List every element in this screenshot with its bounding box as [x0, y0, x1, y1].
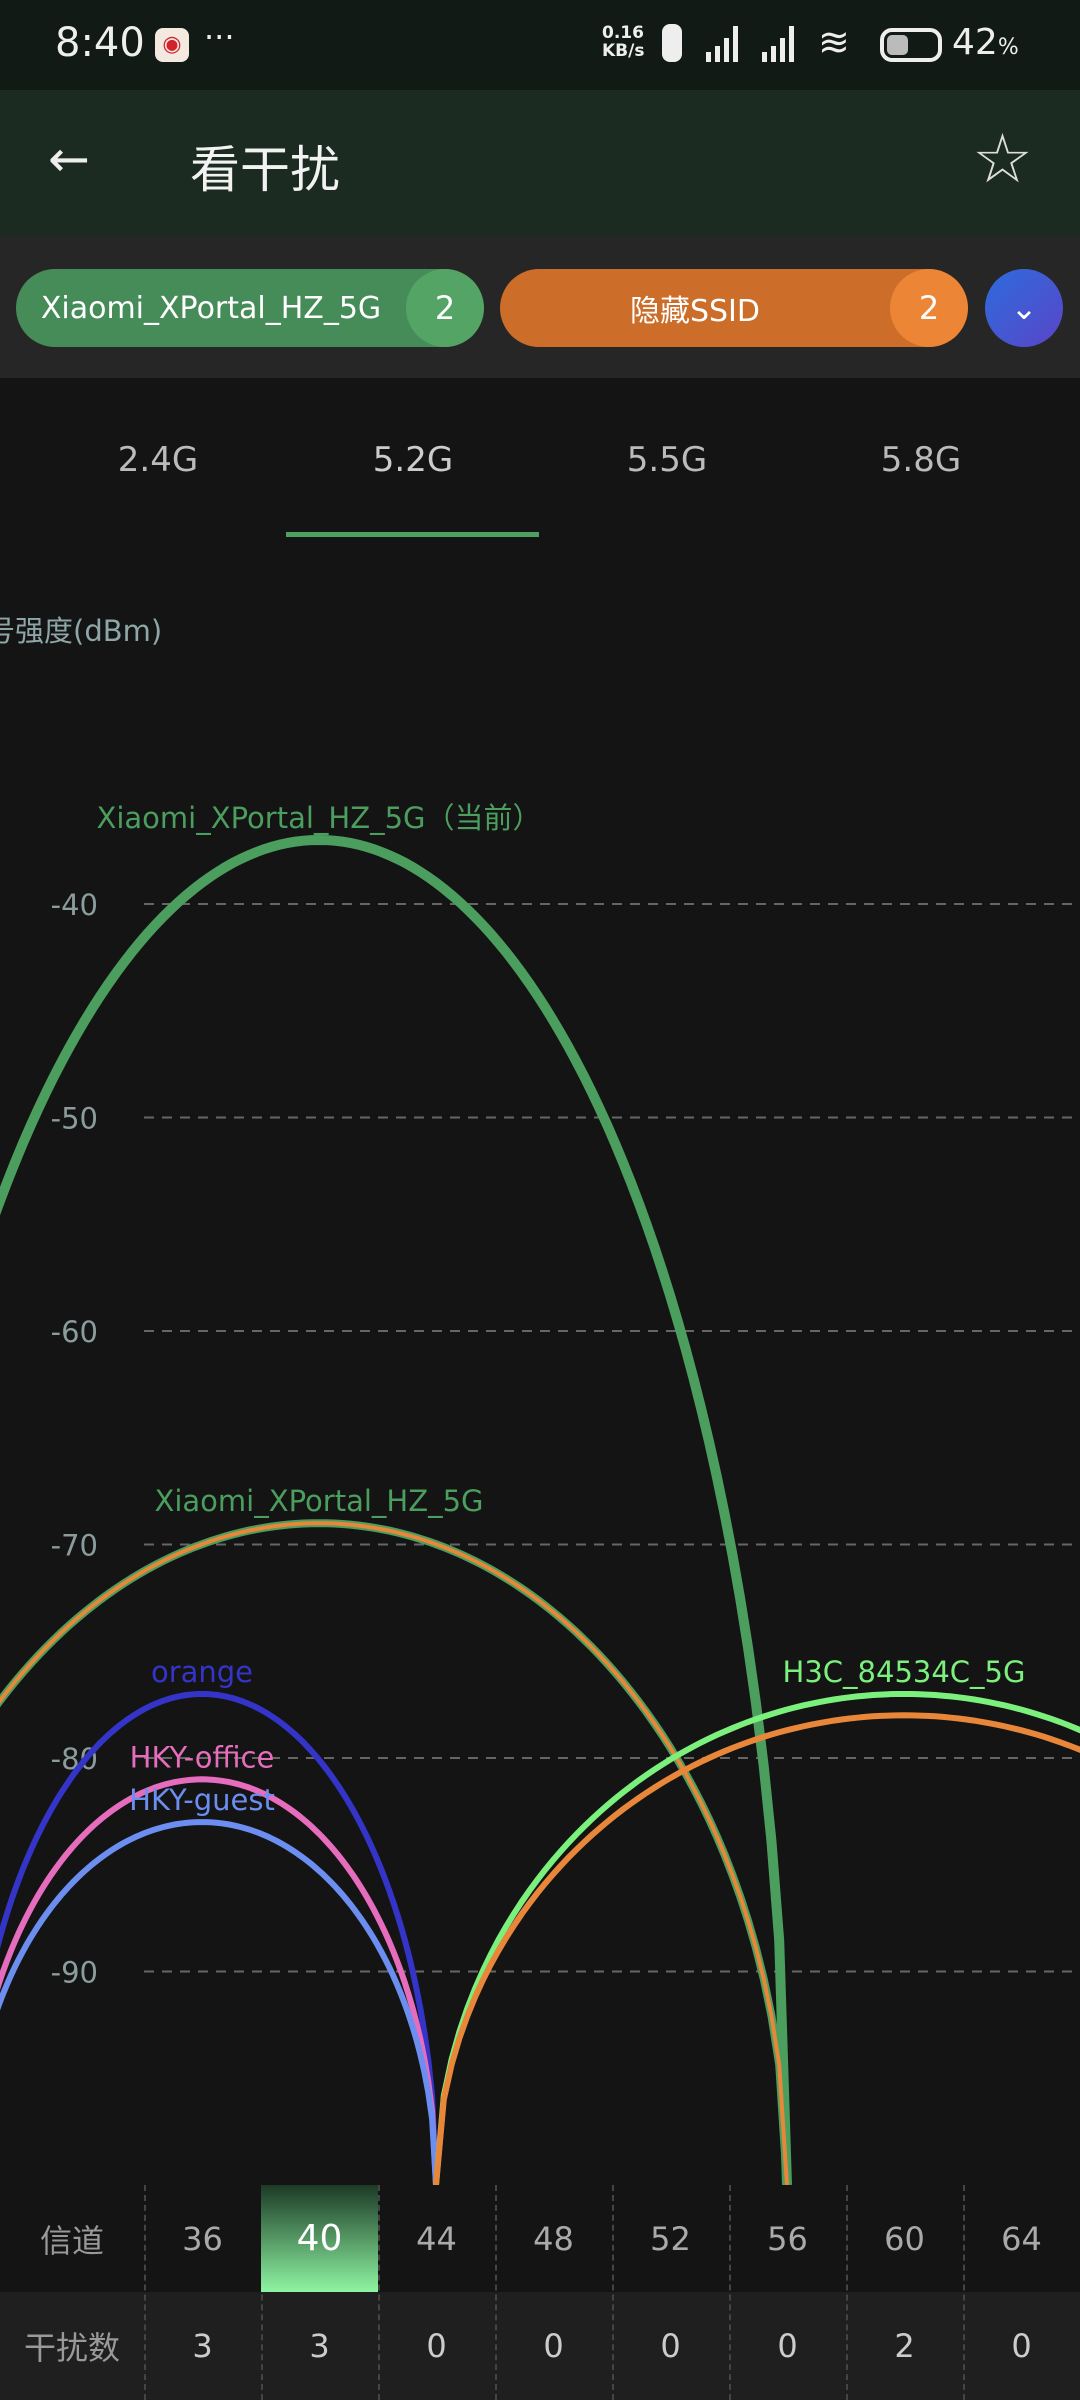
- column-divider: [963, 2185, 965, 2400]
- column-divider: [729, 2185, 731, 2400]
- channel-cell: 56: [767, 2219, 808, 2258]
- tab-5-2g[interactable]: 5.2G: [372, 440, 454, 480]
- tab-2-4g[interactable]: 2.4G: [117, 440, 199, 480]
- net-speed-value: 0.16: [602, 23, 644, 43]
- battery-percent: 42%: [952, 22, 1019, 63]
- interference-count-cell: 0: [777, 2327, 798, 2365]
- more-notifications-icon: ···: [204, 18, 235, 56]
- selected-channel-highlight: [261, 2185, 378, 2292]
- y-tick-label: -50: [51, 1102, 98, 1136]
- channel-row-label: 信道: [39, 2221, 104, 2260]
- channel-cell: 36: [182, 2219, 223, 2258]
- page-title: 看干扰: [190, 141, 340, 199]
- interference-count-cell: 0: [660, 2327, 681, 2365]
- column-divider: [144, 2185, 146, 2400]
- channel-cell: 48: [533, 2219, 574, 2258]
- series-curve: [0, 1519, 791, 2185]
- chip-count: 2: [890, 269, 968, 347]
- y-tick-label: -70: [51, 1529, 98, 1563]
- interference-row: 干扰数 3 3 0 0 0 0 2 0: [0, 2292, 1080, 2400]
- star-icon[interactable]: ☆: [972, 120, 1033, 199]
- chip-label: 隐藏SSID: [629, 294, 761, 329]
- y-tick-label: -90: [51, 1956, 98, 1990]
- y-axis-label: 号强度(dBm): [0, 614, 163, 648]
- net-speed-unit: KB/s: [602, 41, 645, 61]
- channel-cell: 44: [416, 2219, 457, 2258]
- chip-label: Xiaomi_XPortal_HZ_5G: [40, 290, 382, 326]
- tab-5-5g[interactable]: 5.5G: [626, 440, 708, 480]
- channel-row: 信道 36 44 48 52 56 60 64: [0, 2185, 1080, 2292]
- series-curve: [0, 1691, 439, 2185]
- filter-chip-xiaomi[interactable]: Xiaomi_XPortal_HZ_5G 2: [16, 269, 484, 347]
- channel-cell: 60: [884, 2219, 925, 2258]
- series-label: Xiaomi_XPortal_HZ_5G（当前）: [96, 801, 541, 835]
- chip-count: 2: [406, 269, 484, 347]
- weibo-notification-icon: ◉: [155, 28, 189, 62]
- net-speed: 0.16 KB/s: [602, 24, 644, 60]
- series-label: orange: [151, 1655, 253, 1689]
- interference-count-cell: 0: [543, 2327, 564, 2365]
- filter-chip-hidden-ssid[interactable]: 隐藏SSID 2: [500, 269, 968, 347]
- vibrate-icon: [662, 24, 682, 62]
- column-divider: [261, 2185, 263, 2400]
- series-label: HKY-guest: [129, 1783, 275, 1817]
- back-arrow-icon[interactable]: ←: [48, 130, 90, 188]
- series-curve: [0, 1776, 439, 2185]
- expand-filters-button[interactable]: ⌄: [985, 269, 1063, 347]
- signal-icon: [706, 26, 750, 62]
- signal-chart: -40-50-60-70-80-90Xiaomi_XPortal_HZ_5G（当…: [0, 801, 1080, 2185]
- interference-count-cell: 3: [192, 2327, 213, 2365]
- interference-count-cell: 3: [309, 2327, 330, 2365]
- series-curve: [433, 1691, 1080, 2185]
- wifi-icon: ≋: [818, 20, 850, 64]
- clock: 8:40: [55, 20, 145, 66]
- column-divider: [612, 2185, 614, 2400]
- column-divider: [495, 2185, 497, 2400]
- interference-count-cell: 0: [426, 2327, 447, 2365]
- battery-value: 42: [952, 22, 998, 63]
- battery-icon: [880, 28, 942, 62]
- tab-5-8g[interactable]: 5.8G: [880, 440, 962, 480]
- column-divider: [378, 2185, 380, 2400]
- series-label: Xiaomi_XPortal_HZ_5G: [154, 1484, 483, 1518]
- chevron-down-icon: ⌄: [1010, 289, 1038, 327]
- series-curve: [433, 1712, 1080, 2185]
- active-tab-indicator: [286, 532, 539, 537]
- y-tick-label: -40: [51, 888, 98, 922]
- interference-row-label: 干扰数: [23, 2329, 120, 2367]
- interference-count-cell: 0: [1011, 2327, 1032, 2365]
- series-curve: [0, 1819, 439, 2185]
- status-bar: 8:40 ◉ ··· 0.16 KB/s ≋ 42%: [0, 0, 1080, 90]
- series-label: H3C_84534C_5G: [783, 1655, 1026, 1689]
- channel-cell: 64: [1001, 2219, 1042, 2258]
- series-label: HKY-office: [130, 1740, 275, 1774]
- series-curve: [0, 834, 792, 2185]
- series-curve: [0, 1521, 789, 2185]
- column-divider: [846, 2185, 848, 2400]
- app-bar: ← 看干扰 ☆: [0, 90, 1080, 236]
- interference-count-cell: 2: [894, 2327, 915, 2365]
- ssid-filter-bar: Xiaomi_XPortal_HZ_5G 2 隐藏SSID 2 ⌄: [0, 236, 1080, 378]
- channel-cell[interactable]: 40: [296, 2218, 343, 2259]
- channel-cell: 52: [650, 2219, 691, 2258]
- battery-unit: %: [997, 35, 1019, 60]
- y-tick-label: -60: [51, 1315, 98, 1349]
- signal-icon: [762, 26, 806, 62]
